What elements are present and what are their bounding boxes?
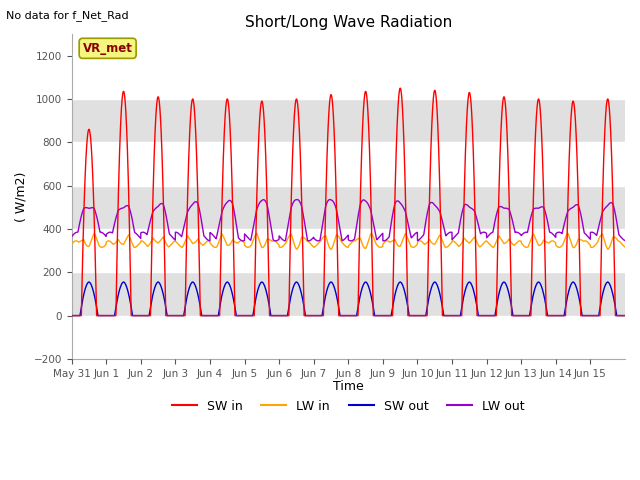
Bar bbox=[72, 272, 625, 315]
Bar bbox=[72, 186, 625, 229]
Bar bbox=[72, 142, 625, 186]
Bar bbox=[72, 56, 625, 99]
Legend: SW in, LW in, SW out, LW out: SW in, LW in, SW out, LW out bbox=[167, 395, 530, 418]
Bar bbox=[72, 229, 625, 272]
Title: Short/Long Wave Radiation: Short/Long Wave Radiation bbox=[244, 15, 452, 30]
Y-axis label: ( W/m2): ( W/m2) bbox=[15, 171, 28, 222]
Text: VR_met: VR_met bbox=[83, 42, 132, 55]
Bar bbox=[72, 315, 625, 359]
Text: No data for f_Net_Rad: No data for f_Net_Rad bbox=[6, 11, 129, 22]
Bar bbox=[72, 99, 625, 142]
X-axis label: Time: Time bbox=[333, 380, 364, 393]
